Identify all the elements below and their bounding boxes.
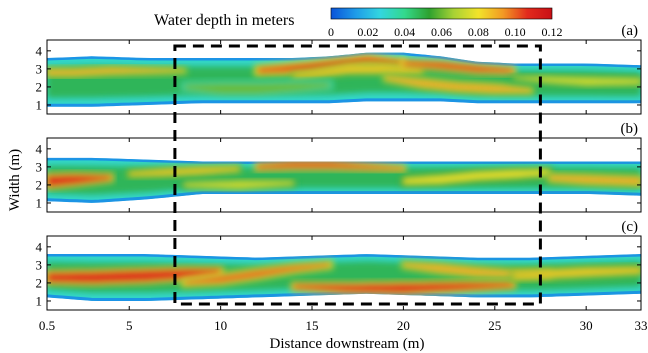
shallow-bank-top [47,52,641,68]
shallow-bank-top [47,254,641,261]
x-tick-label: 33 [635,318,648,333]
x-tick-label: 15 [306,318,319,333]
panel-label: (a) [621,23,638,39]
deep-zone [129,166,239,176]
x-tick-label: 5 [126,318,133,333]
deep-zone [403,169,550,184]
deep-zone [47,269,221,283]
x-tick-label: 25 [488,318,501,333]
deep-zone [184,263,331,285]
x-tick-label: 30 [580,318,593,333]
deep-zone [293,282,514,293]
highlight-box [173,44,542,306]
panel-c: 1 2 3 4 (c) [36,219,642,311]
x-tick-label: 20 [397,318,410,333]
shallow-bank-top [47,157,641,164]
colorbar [330,7,553,20]
panel-b: 1 2 3 4 (b) [36,121,642,213]
deep-zone [513,267,641,279]
panel-a: 1 2 3 4 (a) [36,23,642,115]
y-tick-label: 2 [36,275,43,290]
panel-frame [46,235,642,311]
colorbar-tick-label: 0 [328,25,334,39]
deep-zone [47,175,111,187]
deep-zone [257,56,404,74]
colorbar-title: Water depth in meters [154,12,294,29]
colorbar-tick-label: 0.08 [468,25,489,39]
deep-zone [385,76,532,93]
colorbar-tick-label: 0.06 [431,25,452,39]
colorbar-tick-label: 0.02 [357,25,378,39]
x-tick-label: 10 [214,318,227,333]
x-tick-label: 0.5 [39,318,55,333]
y-tick-label: 1 [36,97,43,112]
panel-label: (c) [621,219,638,235]
y-tick-label: 1 [36,293,43,308]
panel-frame [46,137,642,213]
y-tick-label: 4 [36,141,43,156]
deep-zone [293,65,422,78]
colorbar-tick-label: 0.10 [505,25,526,39]
x-axis-ticks: 0.5 5 10 15 20 25 30 33 [39,318,648,333]
panel-label: (b) [621,121,639,137]
y-tick-label: 3 [36,257,43,272]
deep-zone [403,61,514,73]
y-tick-label: 4 [36,43,43,58]
colorbar-ticks: 0 0.02 0.04 0.06 0.08 0.10 0.12 [328,25,563,39]
colorbar-tick-label: 0.12 [542,25,563,39]
y-tick-label: 3 [36,61,43,76]
y-tick-label: 2 [36,79,43,94]
deep-zone [257,162,404,170]
y-axis-label: Width (m) [7,149,23,211]
y-tick-label: 3 [36,159,43,174]
shallow-bank-bottom [47,98,641,107]
deep-zone [184,181,294,189]
deep-zone [184,82,331,95]
y-tick-label: 4 [36,239,43,254]
x-axis-label: Distance downstream (m) [270,336,425,352]
panel-frame [46,39,642,115]
deep-zone [549,175,641,185]
colorbar-tick-label: 0.04 [394,25,415,39]
deep-zone [47,68,185,76]
y-tick-label: 2 [36,177,43,192]
deep-zone [513,77,641,86]
y-tick-label: 1 [36,195,43,210]
